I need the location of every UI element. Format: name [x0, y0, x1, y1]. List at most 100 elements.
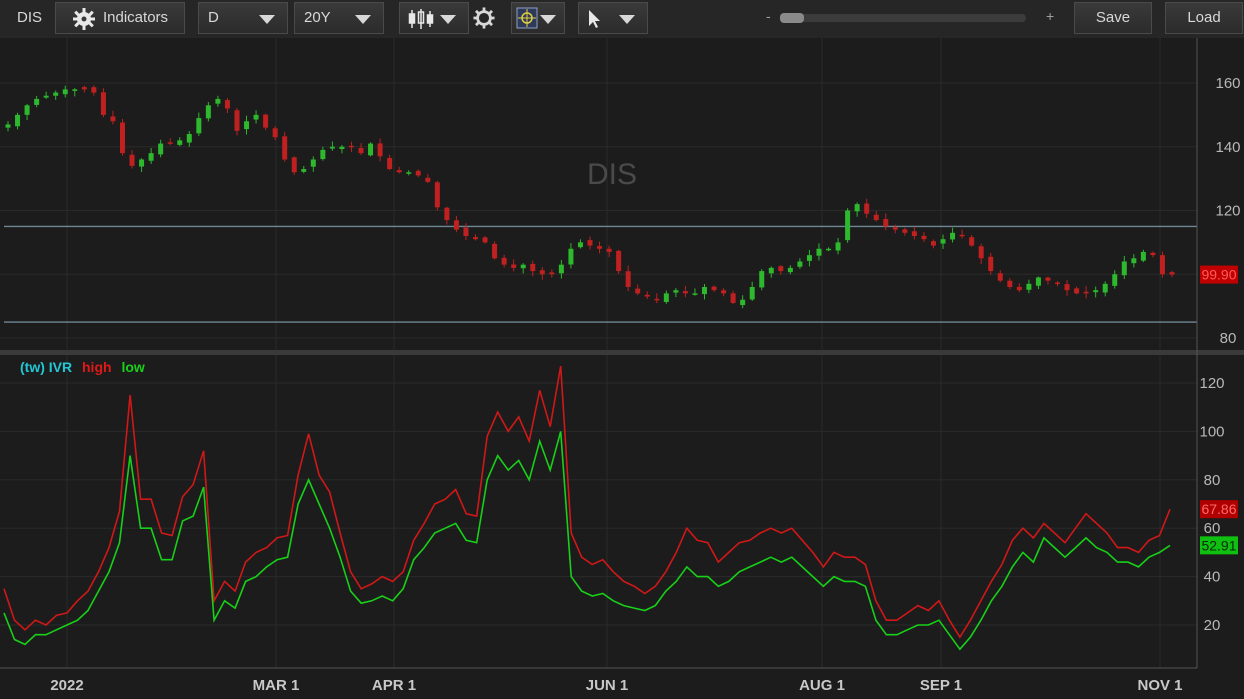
period-select[interactable]: D	[198, 2, 288, 34]
candle	[15, 112, 21, 130]
candle	[492, 241, 498, 260]
candle	[997, 270, 1003, 283]
candle-body	[730, 293, 736, 303]
zoom-out-button[interactable]: -	[766, 8, 771, 24]
candle-body	[711, 286, 717, 291]
candle	[463, 223, 469, 241]
candle-body	[1055, 282, 1061, 285]
ivr-tick-label: 100	[1199, 423, 1224, 440]
candle	[816, 243, 822, 261]
candle-body	[606, 248, 612, 252]
candle-body	[854, 204, 860, 212]
panel-divider[interactable]	[0, 350, 1244, 355]
zoom-in-button[interactable]: +	[1046, 8, 1055, 24]
candle	[835, 237, 841, 255]
candle-body	[911, 231, 917, 236]
candle-body	[1150, 252, 1156, 256]
candle	[282, 131, 288, 162]
candle-body	[91, 87, 97, 93]
candle-body	[1140, 251, 1146, 261]
candle-body	[558, 264, 564, 274]
ivr-tick-label: 80	[1204, 472, 1221, 489]
candle-body	[864, 203, 870, 214]
symbol-label[interactable]: DIS	[17, 9, 43, 26]
candle-body	[1045, 277, 1051, 281]
candle	[883, 213, 889, 231]
ivr-low-value: 52.91	[1201, 537, 1236, 553]
x-tick-label: JUN 1	[586, 677, 629, 694]
candle-body	[1121, 261, 1127, 276]
candle-body	[1074, 288, 1080, 294]
ivr-legend[interactable]: (tw) IVR high low	[20, 359, 145, 375]
candle	[358, 143, 364, 155]
candle-body	[978, 246, 984, 259]
candle-body	[15, 114, 21, 127]
candle-body	[1064, 284, 1070, 291]
candle	[635, 284, 641, 296]
x-tick-label: NOV 1	[1137, 677, 1182, 694]
candle	[663, 290, 669, 304]
candle	[673, 288, 679, 298]
price-tick-label: 140	[1215, 139, 1240, 156]
candle-body	[749, 287, 755, 300]
axes: 2022 MAR 1 APR 1 JUN 1 AUG 1 SEP 1 NOV 1 80 120 1…	[50, 75, 1240, 694]
range-select[interactable]: 20Y	[294, 2, 384, 34]
candle-body	[511, 264, 517, 268]
candle	[778, 265, 784, 275]
load-button[interactable]: Load	[1165, 2, 1243, 34]
cursor-select[interactable]	[578, 2, 648, 34]
candle	[81, 85, 87, 93]
legend-low: low	[121, 359, 144, 375]
ivr-series	[3, 365, 1171, 651]
candle-body	[1083, 291, 1089, 294]
candle-body	[492, 243, 498, 259]
candle-body	[453, 220, 459, 230]
candle	[988, 252, 994, 275]
candle-body	[635, 288, 641, 294]
candle	[148, 147, 154, 164]
candle	[701, 284, 707, 300]
candle	[396, 166, 402, 174]
x-tick-label: AUG 1	[799, 677, 845, 694]
candle-body	[835, 242, 841, 251]
candle	[682, 285, 688, 298]
candle-body	[72, 89, 78, 91]
candle	[1016, 283, 1022, 293]
candle	[1121, 256, 1127, 280]
grid-lines	[0, 38, 1197, 668]
candle-body	[520, 264, 526, 269]
candle-body	[625, 271, 631, 287]
legend-ivr: (tw) IVR	[20, 359, 72, 375]
candle-body	[759, 271, 765, 288]
zoom-slider-thumb[interactable]	[780, 13, 804, 23]
drawing-tools-select[interactable]	[511, 2, 565, 34]
indicators-label: Indicators	[103, 9, 169, 26]
candle-body	[53, 92, 59, 96]
range-value: 20Y	[304, 9, 331, 26]
candle	[129, 150, 135, 169]
ivr-tick-label: 40	[1204, 569, 1221, 586]
candle-body	[348, 145, 354, 148]
candle-body	[358, 148, 364, 154]
candle	[1045, 276, 1051, 285]
candlestick-series	[5, 85, 1175, 309]
candle	[453, 215, 459, 233]
candle-body	[482, 237, 488, 243]
candle	[62, 85, 68, 98]
candle	[1131, 254, 1137, 268]
zoom-slider-track[interactable]	[780, 14, 1026, 22]
candle	[1169, 270, 1175, 278]
indicators-button[interactable]: Indicators	[55, 2, 185, 34]
candle-body	[263, 114, 269, 128]
save-button[interactable]: Save	[1074, 2, 1152, 34]
candle	[110, 110, 116, 125]
candle-body	[1035, 277, 1041, 286]
chart-style-select[interactable]	[399, 2, 469, 34]
price-tick-label: 80	[1220, 330, 1237, 347]
candle-body	[368, 143, 374, 156]
settings-gear-icon[interactable]	[473, 7, 495, 29]
candle	[320, 146, 326, 161]
candle	[902, 227, 908, 236]
horizontal-lines[interactable]	[4, 225, 1197, 323]
